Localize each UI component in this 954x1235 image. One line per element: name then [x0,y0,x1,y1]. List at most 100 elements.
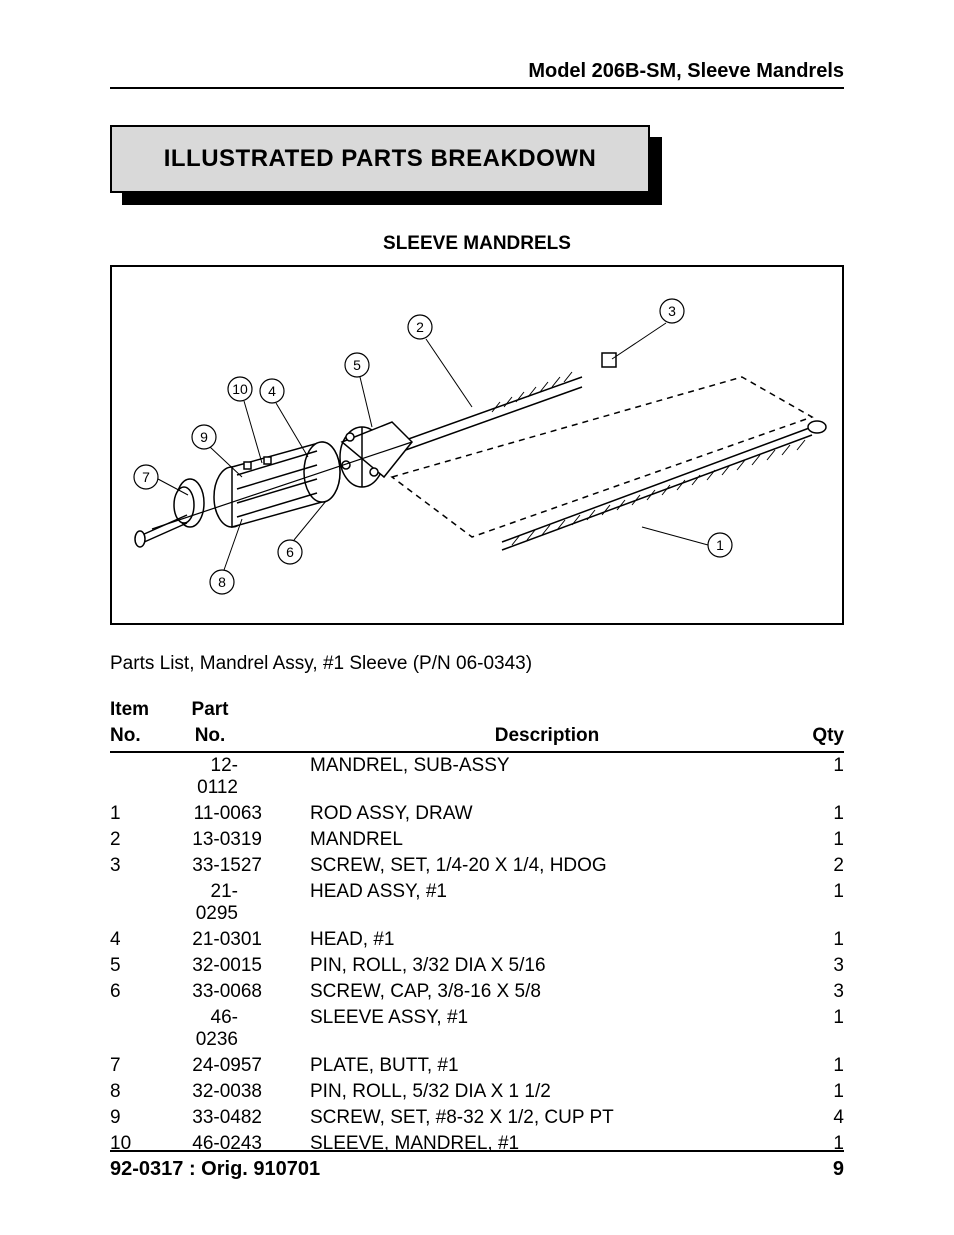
diagram-subtitle: SLEEVE MANDRELS [110,233,844,255]
callout-number: 6 [286,544,294,560]
diagram-svg: 1 2 3 4 5 6 7 8 9 10 [112,267,842,623]
cell-qty: 3 [784,953,844,979]
th-qty-top [784,699,844,725]
cell-part-no: 33-1527 [170,853,310,879]
cell-item-no: 5 [110,953,170,979]
diagram-subtitle-text: SLEEVE MANDRELS [383,233,571,254]
diagram-callouts: 1 2 3 4 5 6 7 8 9 10 [134,299,732,594]
page-header: Model 206B-SM, Sleeve Mandrels [110,60,844,89]
cell-description: PLATE, BUTT, #1 [310,1053,784,1079]
cell-item-no: 9 [110,1105,170,1131]
cell-qty: 4 [784,1105,844,1131]
th-desc-top [310,699,784,725]
callout-number: 8 [218,574,226,590]
cell-description: PIN, ROLL, 3/32 DIA X 5/16 [310,953,784,979]
cell-description: SCREW, SET, #8-32 X 1/2, CUP PT [310,1105,784,1131]
cell-part-no: 21-0295 [170,879,310,927]
cell-item-no: 3 [110,853,170,879]
cell-qty: 1 [784,927,844,953]
cell-description: SCREW, CAP, 3/8-16 X 5/8 [310,979,784,1005]
cell-description: MANDREL [310,827,784,853]
exploded-diagram: 1 2 3 4 5 6 7 8 9 10 [110,265,844,625]
table-row: 633-0068SCREW, CAP, 3/8-16 X 5/83 [110,979,844,1005]
callout-number: 3 [668,303,676,319]
th-desc: Description [310,725,784,752]
diagram-part-sleeve [214,442,340,527]
page-footer: 92-0317 : Orig. 910701 9 [110,1150,844,1181]
cell-description: SLEEVE ASSY, #1 [310,1005,784,1053]
cell-qty: 1 [784,801,844,827]
table-row: 213-0319MANDREL1 [110,827,844,853]
table-row: 933-0482SCREW, SET, #8-32 X 1/2, CUP PT4 [110,1105,844,1131]
parts-list-caption-text: Parts List, Mandrel Assy, #1 Sleeve (P/N… [110,653,532,674]
table-row: 12-0112MANDREL, SUB-ASSY1 [110,752,844,801]
parts-table-body: 12-0112MANDREL, SUB-ASSY1111-0063ROD ASS… [110,752,844,1157]
callout-number: 1 [716,537,724,553]
table-row: 111-0063ROD ASSY, DRAW1 [110,801,844,827]
cell-qty: 2 [784,853,844,879]
th-part-bot: No. [170,725,310,752]
cell-qty: 1 [784,827,844,853]
parts-list-caption: Parts List, Mandrel Assy, #1 Sleeve (P/N… [110,653,844,675]
cell-part-no: 21-0301 [170,927,310,953]
cell-item-no: 6 [110,979,170,1005]
diagram-part-rod [502,421,826,550]
table-row: 532-0015PIN, ROLL, 3/32 DIA X 5/163 [110,953,844,979]
cell-item-no: 1 [110,801,170,827]
cell-item-no: 8 [110,1079,170,1105]
footer-page-number: 9 [833,1158,844,1181]
page: Model 206B-SM, Sleeve Mandrels ILLUSTRAT… [0,0,954,1235]
cell-description: HEAD, #1 [310,927,784,953]
cell-part-no: 32-0015 [170,953,310,979]
callout-leader [612,323,666,359]
cell-qty: 1 [784,752,844,801]
cell-part-no: 12-0112 [170,752,310,801]
th-part-top: Part [170,699,310,725]
callout-number: 7 [142,469,150,485]
cell-part-no: 33-0482 [170,1105,310,1131]
table-row: 421-0301HEAD, #11 [110,927,844,953]
cell-description: PIN, ROLL, 5/32 DIA X 1 1/2 [310,1079,784,1105]
callout-number: 10 [232,381,248,397]
cell-part-no: 24-0957 [170,1053,310,1079]
cell-item-no [110,752,170,801]
table-row: 46-0236SLEEVE ASSY, #11 [110,1005,844,1053]
callout-leader [426,339,472,407]
cell-qty: 1 [784,1005,844,1053]
cell-item-no: 2 [110,827,170,853]
cell-qty: 3 [784,979,844,1005]
cell-part-no: 13-0319 [170,827,310,853]
parts-table-head: Item Part No. No. Description Qty [110,699,844,752]
parts-table: Item Part No. No. Description Qty 12-011… [110,699,844,1157]
table-row: 21-0295HEAD ASSY, #11 [110,879,844,927]
th-item-bot: No. [110,725,170,752]
cell-item-no: 4 [110,927,170,953]
section-title-box: ILLUSTRATED PARTS BREAKDOWN [110,125,650,197]
callout-number: 9 [200,429,208,445]
table-row: 724-0957PLATE, BUTT, #11 [110,1053,844,1079]
callout-number: 2 [416,319,424,335]
cell-description: ROD ASSY, DRAW [310,801,784,827]
cell-qty: 1 [784,879,844,927]
cell-part-no: 33-0068 [170,979,310,1005]
footer-doc-id: 92-0317 : Orig. 910701 [110,1158,320,1181]
callout-leader [642,527,708,545]
callout-number: 4 [268,383,276,399]
header-text: Model 206B-SM, Sleeve Mandrels [528,60,844,82]
cell-part-no: 46-0236 [170,1005,310,1053]
cell-item-no: 7 [110,1053,170,1079]
cell-qty: 1 [784,1053,844,1079]
callout-leader [360,377,372,427]
cell-part-no: 11-0063 [170,801,310,827]
cell-part-no: 32-0038 [170,1079,310,1105]
cell-item-no [110,879,170,927]
section-title-text: ILLUSTRATED PARTS BREAKDOWN [164,145,597,173]
callout-leader [244,401,262,463]
cell-item-no [110,1005,170,1053]
callout-leader [276,403,308,457]
th-qty: Qty [784,725,844,752]
callout-number: 5 [353,357,361,373]
cell-qty: 1 [784,1079,844,1105]
cell-description: HEAD ASSY, #1 [310,879,784,927]
cell-description: MANDREL, SUB-ASSY [310,752,784,801]
